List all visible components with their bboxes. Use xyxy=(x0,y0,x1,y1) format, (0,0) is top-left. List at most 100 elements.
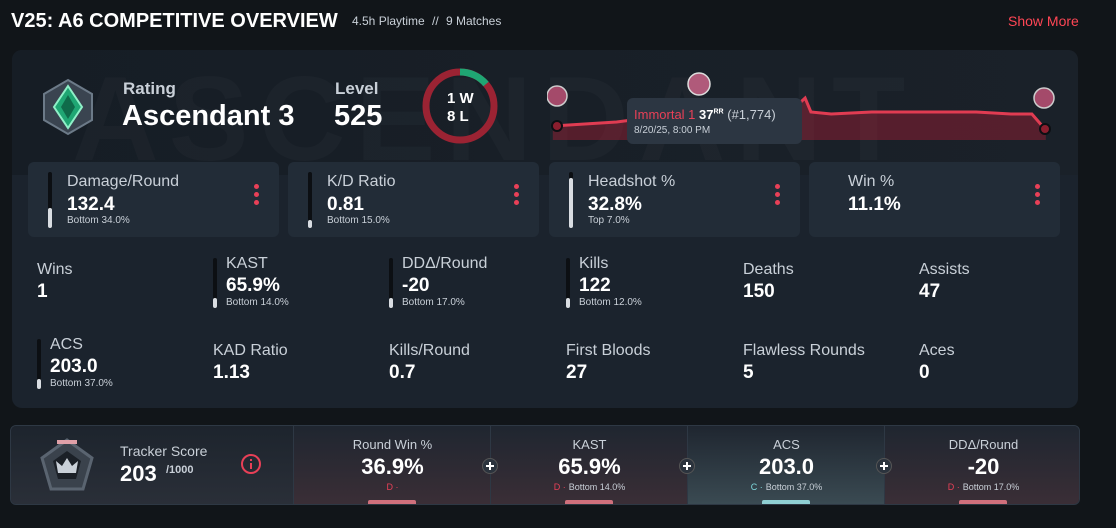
metric-percentile: Bottom 37.0% xyxy=(765,482,823,492)
show-more[interactable]: Show More xyxy=(1008,13,1079,29)
percentile-track xyxy=(37,339,41,389)
tooltip xyxy=(627,98,802,144)
rank-icon xyxy=(43,78,93,136)
stat-value: 132.4 xyxy=(67,194,115,215)
metric-grade-line: C · Bottom 37.0% xyxy=(688,482,885,492)
stat-card: K/D Ratio 0.81 Bottom 15.0% xyxy=(288,162,539,237)
tooltip-rank: Immortal 1 xyxy=(634,107,696,122)
stat-percentile: Bottom 17.0% xyxy=(402,297,465,308)
stat-percentile: Top 7.0% xyxy=(588,215,630,226)
stat-card: Headshot % 32.8% Top 7.0% xyxy=(549,162,800,237)
metric-value: 203.0 xyxy=(758,454,815,479)
add-button[interactable] xyxy=(876,458,892,474)
menu-button[interactable] xyxy=(1035,184,1040,208)
stat-label: Aces xyxy=(919,342,955,359)
stat-value: 1 xyxy=(37,281,48,302)
tracker-label: Tracker Score xyxy=(120,443,208,459)
percentile-track xyxy=(569,172,573,228)
stat-value: 122 xyxy=(579,275,611,296)
metric-grade-line: D · Bottom 17.0% xyxy=(885,482,1079,492)
stat-value: 32.8% xyxy=(588,194,642,215)
tracker-metric: DDΔ/Round -20 D · Bottom 17.0% xyxy=(884,426,1079,504)
rating-value: Ascendant 3 xyxy=(122,100,295,132)
metric-grade: D · xyxy=(386,482,399,492)
add-button[interactable] xyxy=(679,458,695,474)
stat-label: Kills/Round xyxy=(389,342,470,359)
stat-label: Flawless Rounds xyxy=(743,342,865,359)
grade-tab xyxy=(959,500,1007,504)
metric-value: 36.9% xyxy=(361,454,424,479)
stat-value: 0.81 xyxy=(327,194,364,215)
tooltip-position: (#1,774) xyxy=(727,107,776,122)
stat-value: 203.0 xyxy=(50,356,98,377)
metric-label: KAST xyxy=(572,437,607,452)
tracker-metric: ACS 203.0 C · Bottom 37.0% xyxy=(687,426,885,504)
metric-grade: D · xyxy=(947,482,960,492)
stat-value: 47 xyxy=(919,281,941,302)
stat-value: 11.1% xyxy=(848,194,901,215)
matches: 9 Matches xyxy=(446,14,502,28)
percentile-track xyxy=(308,172,312,228)
overview-panel: ASCENDANT Rating Ascendant 3 Level 525 1… xyxy=(12,50,1078,408)
percentile-track xyxy=(566,258,570,308)
grade-tab xyxy=(762,500,810,504)
stat-label: DDΔ/Round xyxy=(402,255,488,272)
stat-label: Headshot % xyxy=(588,173,676,190)
menu-button[interactable] xyxy=(254,184,259,208)
stat-value: -20 xyxy=(402,275,430,296)
percentile-track xyxy=(48,172,52,228)
info-button[interactable] xyxy=(241,454,261,474)
percentile-fill xyxy=(37,379,41,389)
stat-label: Win % xyxy=(848,173,895,190)
stat-value: 0 xyxy=(919,362,930,383)
stat-percentile: Bottom 14.0% xyxy=(226,297,289,308)
metric-grade-line: D · xyxy=(294,482,491,492)
tooltip-date: 8/20/25, 8:00 PM xyxy=(634,125,711,136)
stat-percentile: Bottom 34.0% xyxy=(67,215,130,226)
grade-tab xyxy=(565,500,613,504)
metric-grade: C · xyxy=(750,482,763,492)
metric-value: 65.9% xyxy=(558,454,621,479)
stat-label: First Bloods xyxy=(566,342,651,359)
metric-label: Round Win % xyxy=(352,437,433,452)
stat-label: Assists xyxy=(919,261,970,278)
menu-button[interactable] xyxy=(775,184,780,208)
losses: 8 L xyxy=(447,108,469,125)
rating-label: Rating xyxy=(123,79,176,98)
stat-value: 5 xyxy=(743,362,754,383)
stat-value: 150 xyxy=(743,281,775,302)
level-value: 525 xyxy=(334,100,383,132)
wins: 1 W xyxy=(447,90,474,107)
stat-label: Deaths xyxy=(743,261,794,278)
stat-value: 0.7 xyxy=(389,362,416,383)
percentile-fill xyxy=(566,298,570,308)
tooltip-rr-unit: RR xyxy=(713,108,724,116)
metric-percentile: Bottom 14.0% xyxy=(568,482,626,492)
add-button[interactable] xyxy=(482,458,498,474)
page-title: V25: A6 COMPETITIVE OVERVIEW xyxy=(11,10,338,32)
menu-button[interactable] xyxy=(514,184,519,208)
stat-percentile: Bottom 15.0% xyxy=(327,215,390,226)
tracker-icon xyxy=(40,438,94,491)
stat-label: ACS xyxy=(50,336,83,353)
percentile-fill xyxy=(308,220,312,228)
stat-card: Damage/Round 132.4 Bottom 34.0% xyxy=(28,162,279,237)
stat-label: KAD Ratio xyxy=(213,342,288,359)
rating-history-chart xyxy=(547,72,1055,140)
stat-label: Damage/Round xyxy=(67,173,180,190)
percentile-fill xyxy=(569,178,573,228)
level-label: Level xyxy=(335,79,379,98)
tracker-panel: Tracker Score 203/1000 Round Win % 36.9% D ·… xyxy=(10,425,1080,505)
playtime: 4.5h Playtime xyxy=(352,14,425,28)
percentile-track xyxy=(213,258,217,308)
win-loss-ring xyxy=(422,68,498,144)
tracker-value: 203 xyxy=(120,461,157,486)
stat-percentile: Bottom 37.0% xyxy=(50,378,113,389)
percentile-fill xyxy=(389,298,393,308)
tracker-max: /1000 xyxy=(166,464,194,476)
metric-value: -20 xyxy=(967,454,1000,479)
metric-label: DDΔ/Round xyxy=(948,437,1019,452)
grade-tab xyxy=(368,500,416,504)
tracker-metric: KAST 65.9% D · Bottom 14.0% xyxy=(490,426,688,504)
